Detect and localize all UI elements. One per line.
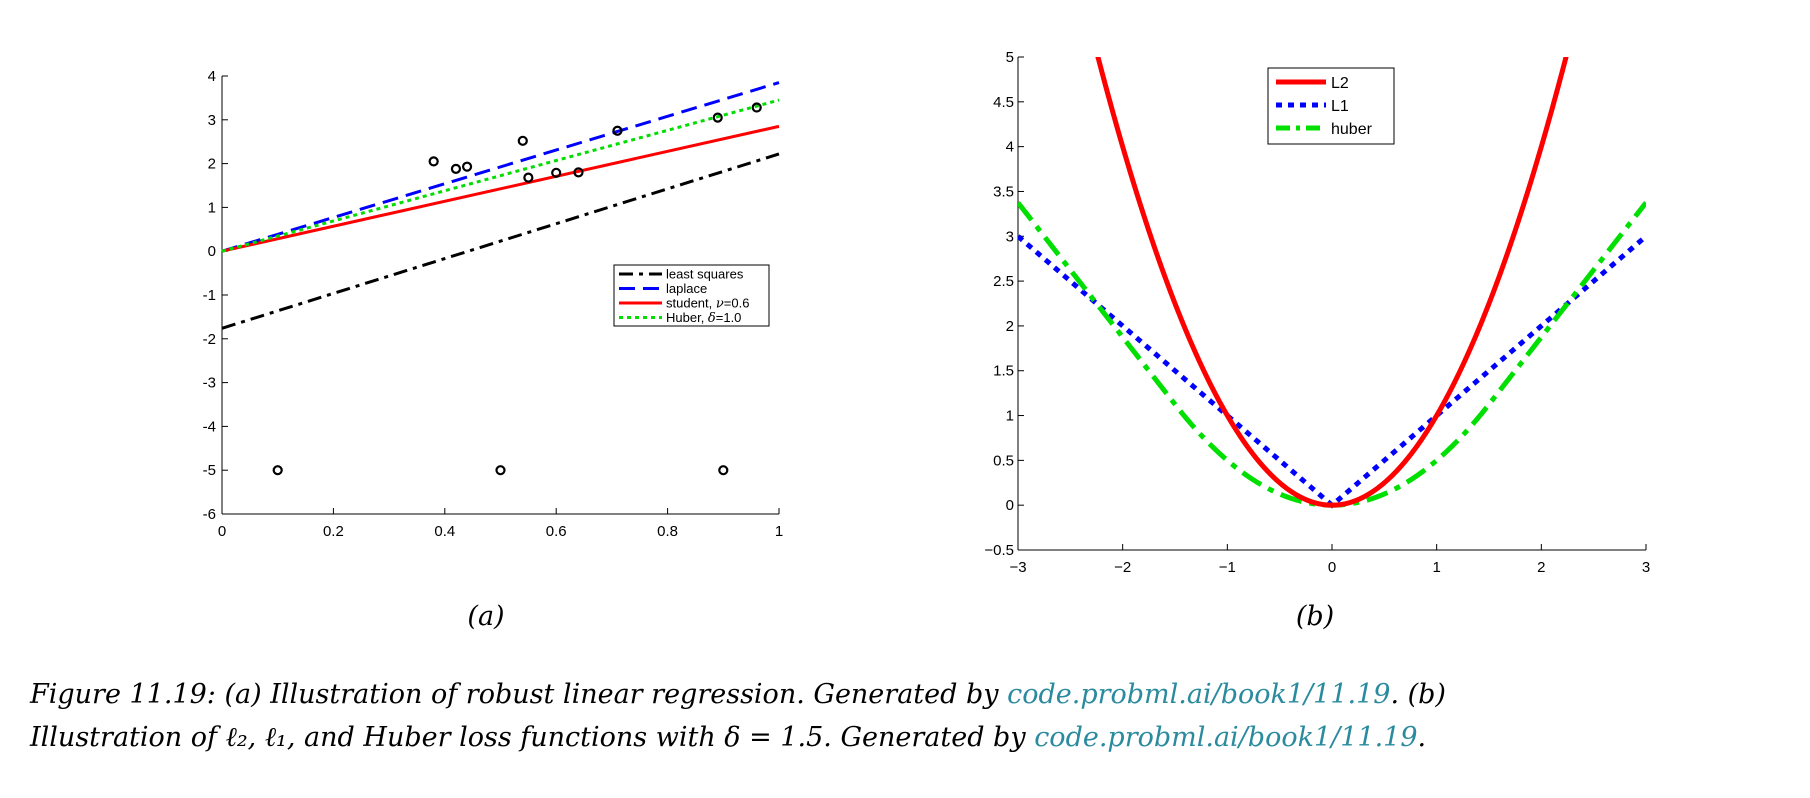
a-x-tick-label: 0.8 xyxy=(657,523,678,540)
a-legend-label-0: least squares xyxy=(666,267,744,282)
caption-link-1[interactable]: code.probml.ai/book1/11.19 xyxy=(1007,679,1391,710)
caption-line-1: Figure 11.19: (a) Illustration of robust… xyxy=(30,673,1790,716)
a-y-tick-label: -3 xyxy=(203,375,216,392)
a-y-tick-label: -4 xyxy=(203,418,216,435)
sublabel-a: (a) xyxy=(467,601,504,632)
b-x-tick-label: −1 xyxy=(1219,559,1236,576)
b-y-tick-label: 4 xyxy=(1006,139,1014,156)
a-x-tick-label: 1 xyxy=(775,523,783,540)
a-data-point xyxy=(450,163,462,174)
a-data-point xyxy=(428,156,439,167)
a-y-tick-label: 4 xyxy=(208,68,216,85)
a-x-tick-label: 0.6 xyxy=(546,523,567,540)
a-data-point xyxy=(272,465,283,476)
a-fit-line-2 xyxy=(221,124,780,253)
a-y-tick-label: -5 xyxy=(203,462,216,479)
a-x-tick-label: 0 xyxy=(218,523,226,540)
a-data-point xyxy=(612,125,623,136)
a-data-point xyxy=(517,135,528,146)
a-y-tick-label: -6 xyxy=(203,506,216,523)
b-y-tick-label: 2 xyxy=(1006,318,1014,335)
a-data-point xyxy=(495,465,506,476)
a-legend-label-2: student, ν=0.6 xyxy=(666,296,749,312)
b-legend-label-0: L2 xyxy=(1331,75,1349,92)
b-y-tick-label: 0 xyxy=(1006,497,1014,514)
b-x-tick-label: −2 xyxy=(1114,559,1131,576)
caption-tail-1: . (b) xyxy=(1390,679,1446,710)
a-data-point xyxy=(712,112,723,123)
a-fit-line-1 xyxy=(221,81,780,253)
b-legend-label-1: L1 xyxy=(1331,98,1349,115)
a-y-tick-label: 2 xyxy=(208,156,216,173)
a-data-point xyxy=(523,172,534,183)
b-curve-l1 xyxy=(1018,234,1646,509)
a-y-tick-label: -1 xyxy=(203,287,216,304)
b-y-tick-label: 5 xyxy=(1006,49,1014,66)
a-data-point xyxy=(718,465,729,476)
a-data-point xyxy=(573,167,584,178)
a-x-tick-label: 0.2 xyxy=(323,523,344,540)
b-x-tick-label: 1 xyxy=(1432,559,1440,576)
caption-text-1: Figure 11.19: (a) Illustration of robust… xyxy=(30,679,1008,710)
a-x-tick-label: 0.4 xyxy=(434,523,455,540)
sublabel-b: (b) xyxy=(1296,601,1334,632)
a-data-point xyxy=(751,102,762,113)
a-fit-line-0 xyxy=(221,152,780,330)
b-plot-area xyxy=(1018,57,1646,509)
b-y-tick-label: −0.5 xyxy=(984,542,1014,559)
a-data-point xyxy=(551,167,562,178)
b-y-tick-label: 4.5 xyxy=(993,94,1014,111)
b-legend-label-2: huber xyxy=(1331,121,1373,138)
b-x-tick-label: 2 xyxy=(1537,559,1545,576)
a-legend-label-1: laplace xyxy=(666,281,707,296)
b-y-tick-label: 1.5 xyxy=(993,363,1014,380)
b-x-tick-label: −3 xyxy=(1009,559,1026,576)
b-curve-l2 xyxy=(1095,57,1569,508)
b-curve-huber xyxy=(1018,201,1646,508)
a-y-tick-label: 1 xyxy=(208,199,216,216)
caption-text-2: Illustration of ℓ₂, ℓ₁, and Huber loss f… xyxy=(30,722,1035,753)
b-x-tick-label: 3 xyxy=(1642,559,1650,576)
b-y-tick-label: 3 xyxy=(1006,228,1014,245)
a-legend-label-3: Huber, δ=1.0 xyxy=(666,310,741,326)
b-y-tick-label: 1 xyxy=(1006,408,1014,425)
caption-tail-2: . xyxy=(1417,722,1427,753)
a-data-point xyxy=(461,161,473,172)
chart-b-loss-functions: 5 4.5 4 3.5 3 2.5 2 1.5 1 0.5 0 −0.5−3 −2 −1 0 1 2 3 L2 L1 h… xyxy=(984,49,1650,576)
a-y-tick-label: -2 xyxy=(203,331,216,348)
b-y-tick-label: 2.5 xyxy=(993,273,1014,290)
a-fit-line-3 xyxy=(221,98,780,253)
b-x-tick-label: 0 xyxy=(1328,559,1336,576)
a-y-tick-label: 3 xyxy=(208,112,216,129)
a-y-tick-label: 0 xyxy=(208,243,216,260)
caption-line-2: Illustration of ℓ₂, ℓ₁, and Huber loss f… xyxy=(30,716,1790,759)
b-y-tick-label: 0.5 xyxy=(993,452,1014,469)
caption-link-2[interactable]: code.probml.ai/book1/11.19 xyxy=(1034,722,1418,753)
b-y-tick-label: 3.5 xyxy=(993,183,1014,200)
